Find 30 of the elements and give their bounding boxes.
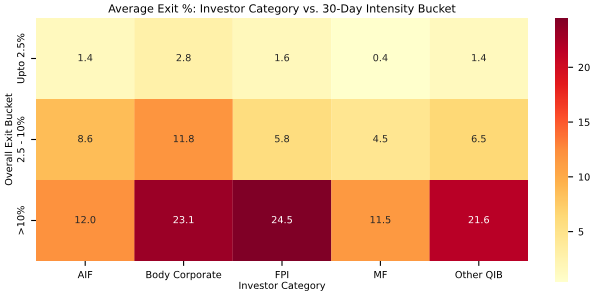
x-tick-label: Other QIB: [455, 270, 502, 280]
data-label: 23.1: [173, 216, 194, 224]
chart-title: Average Exit %: Investor Category vs. 30-Day Intensity Bucket: [108, 4, 456, 15]
color-bar-label: 20: [578, 64, 590, 72]
data-label: 21.6: [468, 216, 490, 224]
data-label: 1.4: [78, 54, 92, 62]
color-bar-label: 15: [578, 118, 590, 126]
data-label: 24.5: [272, 216, 292, 224]
data-label: 6.5: [472, 134, 486, 142]
y-tick-label: 2.5 - 10%: [17, 116, 24, 162]
data-label: 5.8: [275, 134, 290, 142]
x-tick-label: Body Corporate: [146, 270, 222, 280]
x-tick-label: MF: [374, 271, 387, 278]
color-bar-label: 5: [578, 228, 584, 236]
data-label: 11.8: [174, 134, 194, 142]
y-tick-label: >10%: [17, 206, 24, 234]
data-label: 12.0: [75, 216, 96, 224]
data-label: 1.6: [275, 54, 290, 62]
x-tick-label: FPI: [276, 271, 288, 278]
x-tick-label: AIF: [78, 271, 92, 278]
data-label: 1.4: [472, 54, 486, 62]
data-label: 2.8: [176, 54, 191, 62]
data-label: 8.6: [78, 134, 92, 142]
data-label: 0.4: [373, 54, 388, 62]
data-label: 11.5: [370, 216, 390, 224]
data-label: 4.5: [373, 135, 388, 142]
x-axis-title: Investor Category: [239, 282, 326, 291]
color-bar-label: 10: [578, 173, 590, 181]
y-tick-label: Upto 2.5%: [17, 34, 26, 84]
y-axis-title: Overall Exit Bucket: [4, 93, 12, 186]
